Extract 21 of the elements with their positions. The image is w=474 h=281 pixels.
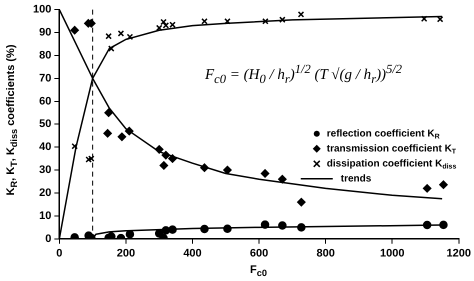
y-tick-label: 40 <box>39 141 52 154</box>
x-tick-label: 1000 <box>380 247 404 260</box>
x-axis-title: F$_{c0}$ <box>250 264 267 278</box>
legend-label: trends <box>340 174 372 185</box>
y-tick-label: 10 <box>39 210 52 222</box>
x-tick-label: 0 <box>56 247 62 260</box>
y-tick-label: 70 <box>39 72 52 84</box>
y-tick-label: 100 <box>32 4 52 16</box>
y-tick-label: 60 <box>39 95 52 108</box>
x-tick-label: 600 <box>250 247 268 260</box>
y-tick-label: 90 <box>39 26 52 39</box>
text: F$_{c0}$ = (H$_{0}$ / h$_{r}$)$^{1/2}$ (T √(g / h$_{r}$))$^{5/2}$ <box>205 62 402 86</box>
x-tick-label: 1200 <box>446 247 472 260</box>
y-tick-label: 20 <box>39 186 52 199</box>
x-tick-label: 400 <box>183 247 202 260</box>
y-tick-label: 80 <box>39 49 52 62</box>
x-tick-label: 200 <box>116 247 136 260</box>
x-tick-label: 800 <box>316 247 335 260</box>
y-tick-label: 0 <box>45 232 52 245</box>
y-tick-label: 30 <box>39 164 52 176</box>
y-tick-label: 50 <box>39 118 52 130</box>
